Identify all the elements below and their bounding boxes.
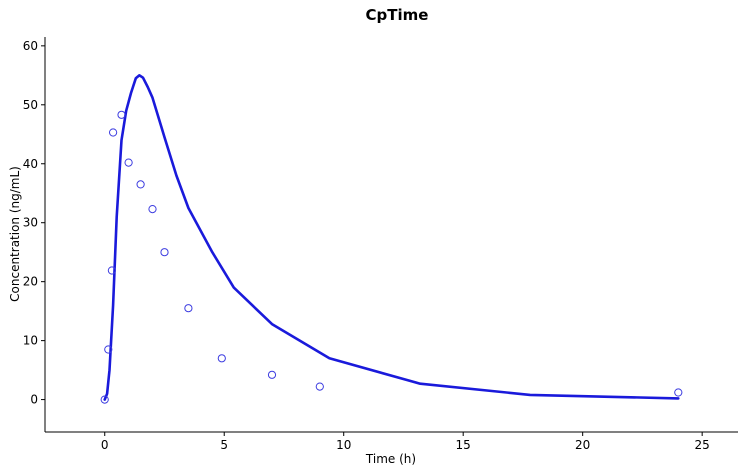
y-tick-label: 50 <box>23 98 38 112</box>
observed-point <box>217 354 226 363</box>
observed-point <box>148 205 157 214</box>
y-tick-label: 20 <box>23 275 38 289</box>
y-tick-label: 10 <box>23 334 38 348</box>
y-tick-label: 60 <box>23 39 38 53</box>
y-tick-label: 0 <box>30 393 38 407</box>
observed-point <box>109 128 118 137</box>
x-tick-label: 5 <box>220 438 228 452</box>
observed-point <box>267 370 277 379</box>
observed-point <box>315 382 324 391</box>
x-tick-label: 20 <box>575 438 590 452</box>
observed-point <box>100 395 109 404</box>
x-tick-label: 10 <box>336 438 351 452</box>
x-tick-label: 25 <box>695 438 710 452</box>
y-tick-label: 40 <box>23 157 38 171</box>
observed-point <box>117 110 126 119</box>
fitted-curve-line <box>103 74 680 401</box>
observed-point <box>184 304 193 313</box>
y-axis: 0 10 20 30 40 50 60 <box>23 39 45 407</box>
observed-point <box>104 345 113 354</box>
plot-area <box>100 74 683 404</box>
x-tick-label: 15 <box>456 438 471 452</box>
observed-point <box>136 180 145 189</box>
observed-point <box>124 158 133 167</box>
y-tick-label: 30 <box>23 216 38 230</box>
observed-point <box>674 388 683 397</box>
chart-title: CpTime <box>366 6 429 24</box>
y-axis-label: Concentration (ng/mL) <box>8 166 22 302</box>
x-axis-label: Time (h) <box>365 452 416 466</box>
observed-point <box>107 266 117 275</box>
x-tick-label: 0 <box>101 438 109 452</box>
observed-point <box>160 248 169 257</box>
x-axis: 0 5 10 15 20 25 <box>101 432 710 452</box>
